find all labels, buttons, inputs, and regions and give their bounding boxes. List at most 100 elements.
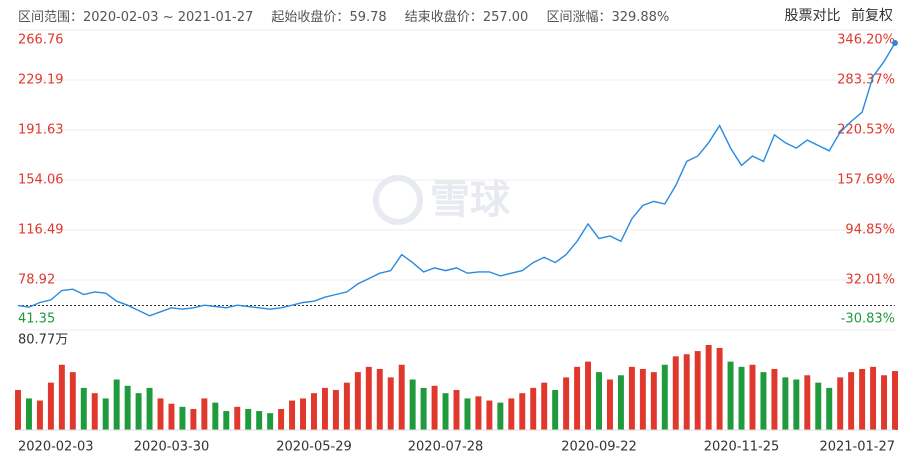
volume-bar bbox=[727, 361, 734, 430]
volume-bar bbox=[464, 398, 471, 430]
volume-bar bbox=[58, 364, 65, 430]
price-line bbox=[17, 42, 896, 317]
volume-bar bbox=[453, 390, 460, 430]
volume-bar bbox=[442, 393, 449, 430]
volume-bar bbox=[25, 398, 32, 430]
volume-bar bbox=[69, 372, 76, 430]
volume-bar bbox=[694, 351, 701, 430]
volume-bar bbox=[782, 377, 789, 430]
volume-bar bbox=[519, 393, 526, 430]
volume-bar bbox=[541, 382, 548, 430]
volume-bar bbox=[749, 364, 756, 430]
volume-bar bbox=[486, 400, 493, 430]
volume-bar bbox=[256, 411, 263, 430]
volume-bar bbox=[837, 377, 844, 430]
volume-bar bbox=[848, 372, 855, 430]
volume-bar bbox=[157, 398, 164, 430]
volume-bar bbox=[135, 393, 142, 430]
y2-tick-label: 94.85% bbox=[845, 222, 895, 237]
header: 区间范围：2020-02-03 ~ 2021-01-27 起始收盘价：59.78… bbox=[18, 6, 669, 25]
volume-bar bbox=[179, 406, 186, 430]
volume-bar bbox=[596, 372, 602, 430]
volume-bar bbox=[606, 379, 613, 430]
x-tick-label: 2020-03-30 bbox=[134, 440, 210, 455]
adjust-button[interactable]: 前复权 bbox=[851, 8, 893, 24]
volume-bar bbox=[716, 347, 723, 430]
volume-bar bbox=[311, 393, 317, 430]
volume-bar bbox=[617, 375, 624, 430]
volume-bar bbox=[201, 398, 208, 430]
y2-tick-label: 32.01% bbox=[845, 272, 895, 287]
volume-bar bbox=[859, 368, 866, 430]
change-label: 区间涨幅： bbox=[546, 10, 612, 25]
x-tick-label: 2020-07-28 bbox=[408, 440, 484, 455]
x-tick-label: 2020-11-25 bbox=[704, 440, 780, 455]
volume-bar bbox=[771, 368, 778, 430]
volume-bar bbox=[628, 366, 635, 430]
volume-bar bbox=[804, 375, 811, 430]
volume-bar bbox=[212, 402, 219, 430]
volume-bar bbox=[343, 382, 350, 430]
volume-bar bbox=[398, 364, 405, 430]
watermark: 雪球 bbox=[373, 175, 511, 225]
change: 329.88% bbox=[611, 10, 670, 25]
header-actions: 股票对比 前复权 bbox=[785, 5, 893, 25]
volume-bar bbox=[234, 406, 241, 430]
volume-bar bbox=[278, 408, 285, 430]
start-close: 59.78 bbox=[349, 10, 387, 25]
y-tick-label: 229.19 bbox=[18, 73, 64, 88]
volume-bar bbox=[683, 354, 690, 430]
x-tick-label: 2020-09-22 bbox=[561, 440, 637, 455]
range-label: 区间范围： bbox=[18, 10, 84, 25]
volume-bar bbox=[815, 382, 822, 430]
volume-bar bbox=[190, 408, 197, 430]
watermark-logo bbox=[373, 175, 423, 225]
volume-bar bbox=[80, 387, 87, 430]
end-label: 结束收盘价： bbox=[404, 10, 483, 25]
y2-tick-label: -30.83% bbox=[841, 312, 895, 327]
volume-bar bbox=[354, 372, 361, 430]
volume-bar bbox=[585, 361, 592, 430]
volume-bar bbox=[376, 368, 383, 430]
volume-bar bbox=[760, 372, 767, 430]
volume-tick-label: 80.77万 bbox=[18, 333, 68, 348]
y-tick-label: 154.06 bbox=[18, 172, 64, 187]
volume-bar bbox=[409, 379, 416, 430]
x-tick-label: 2021-01-27 bbox=[819, 440, 895, 455]
compare-button[interactable]: 股票对比 bbox=[784, 8, 841, 24]
volume-bar bbox=[738, 366, 745, 430]
y-tick-label: 78.92 bbox=[18, 272, 55, 287]
volume-bar bbox=[223, 411, 230, 430]
volume-bar bbox=[420, 387, 427, 430]
volume-bar bbox=[530, 387, 537, 430]
volume-bar bbox=[661, 364, 668, 430]
volume-bar bbox=[267, 413, 274, 430]
volume-bar bbox=[91, 393, 98, 430]
volume-bar bbox=[289, 400, 296, 430]
y-tick-label: 266.76 bbox=[18, 33, 64, 48]
volume-bar bbox=[705, 345, 712, 430]
x-tick-label: 2020-05-29 bbox=[276, 440, 352, 455]
volume-bar bbox=[332, 390, 339, 430]
volume-bar bbox=[300, 398, 307, 430]
volume-bar bbox=[826, 387, 833, 430]
volume-bar bbox=[168, 403, 175, 430]
start-label: 起始收盘价： bbox=[271, 10, 350, 25]
volume-bar bbox=[870, 366, 877, 430]
last-point bbox=[892, 39, 898, 46]
volume-bar bbox=[47, 382, 54, 430]
volume-bar bbox=[650, 372, 657, 430]
volume-bar bbox=[475, 396, 482, 430]
volume-bar bbox=[245, 408, 252, 430]
volume-bar bbox=[639, 368, 646, 430]
volume-bar bbox=[508, 398, 515, 430]
volume-bar bbox=[387, 377, 394, 430]
volume-bar bbox=[892, 371, 898, 430]
volume-bar bbox=[497, 402, 504, 430]
volume-bar bbox=[431, 385, 438, 430]
volume-bar bbox=[365, 366, 372, 430]
watermark-text: 雪球 bbox=[430, 177, 511, 223]
range: 2020-02-03 ~ 2021-01-27 bbox=[83, 10, 254, 25]
